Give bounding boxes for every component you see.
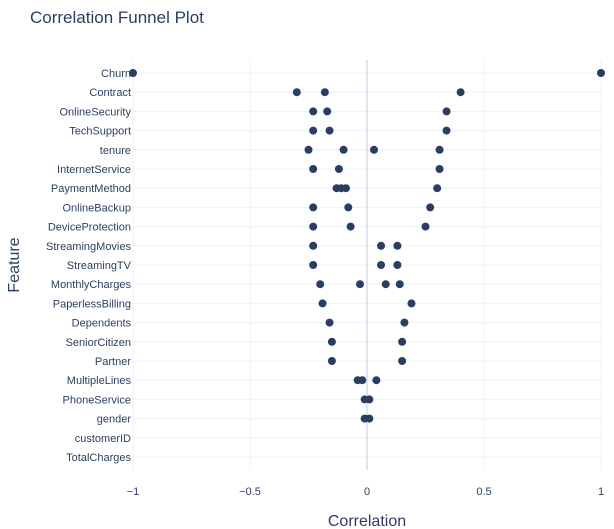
- point-paperlessbilling-0: [318, 299, 327, 308]
- point-streamingtv-1: [377, 261, 386, 269]
- plot-grid: [132, 60, 602, 470]
- point-tenure-1: [339, 145, 348, 154]
- point-churn-0: [129, 69, 137, 77]
- point-churn-1: [597, 69, 605, 77]
- point-contract-2: [456, 88, 465, 97]
- point-multiplelines-1: [358, 376, 367, 385]
- chart-title: Correlation Funnel Plot: [30, 8, 204, 27]
- y-tick-onlinebackup: OnlineBackup: [63, 202, 132, 214]
- x-tick-0-5: 0.5: [476, 486, 491, 498]
- y-tick-contract: Contract: [89, 87, 131, 99]
- y-tick-streamingmovies: StreamingMovies: [46, 241, 131, 253]
- point-gender-1: [365, 414, 374, 423]
- point-streamingmovies-2: [393, 241, 402, 250]
- point-monthlycharges-2: [381, 280, 390, 289]
- point-internetservice-2: [435, 165, 444, 173]
- point-paymentmethod-2: [341, 184, 350, 193]
- point-internetservice-0: [309, 165, 318, 173]
- point-monthlycharges-1: [355, 280, 364, 289]
- point-onlinebackup-0: [309, 203, 318, 212]
- y-tick-streamingtv: StreamingTV: [67, 260, 132, 272]
- point-contract-1: [320, 88, 329, 97]
- point-contract-0: [292, 88, 301, 97]
- y-tick-paperlessbilling: PaperlessBilling: [53, 298, 131, 310]
- point-onlinebackup-2: [426, 203, 435, 212]
- point-deviceprotection-0: [309, 222, 318, 231]
- point-paperlessbilling-1: [407, 299, 416, 308]
- y-tick-churn: Churn: [101, 68, 131, 80]
- point-onlinesecurity-2: [442, 107, 451, 116]
- point-streamingmovies-0: [309, 241, 318, 250]
- y-tick-deviceprotection: DeviceProtection: [48, 222, 131, 234]
- point-partner-1: [398, 357, 407, 365]
- point-monthlycharges-0: [316, 280, 325, 289]
- x-tick-0: 0: [364, 486, 370, 498]
- point-techsupport-2: [442, 126, 451, 135]
- x-tick--1: −1: [127, 486, 140, 498]
- point-partner-0: [327, 357, 336, 365]
- y-tick-techsupport: TechSupport: [69, 126, 131, 138]
- point-multiplelines-2: [372, 376, 381, 385]
- point-dependents-0: [325, 318, 334, 327]
- point-onlinebackup-1: [344, 203, 353, 212]
- point-streamingtv-0: [309, 261, 318, 269]
- point-tenure-0: [304, 145, 313, 154]
- point-tenure-2: [370, 145, 379, 154]
- point-deviceprotection-1: [346, 222, 355, 231]
- y-axis-title: Feature: [6, 237, 23, 292]
- point-tenure-3: [435, 145, 444, 154]
- y-tick-tenure: tenure: [100, 145, 131, 157]
- x-tick-1: 1: [598, 486, 604, 498]
- point-streamingmovies-1: [377, 241, 386, 250]
- point-phoneservice-1: [365, 395, 374, 404]
- x-axis-title: Correlation: [328, 513, 406, 529]
- y-tick-multiplelines: MultipleLines: [67, 375, 132, 387]
- y-tick-phoneservice: PhoneService: [63, 394, 132, 406]
- y-tick-internetservice: InternetService: [57, 164, 131, 176]
- point-internetservice-1: [334, 165, 343, 173]
- point-dependents-1: [400, 318, 409, 327]
- y-tick-customerid: customerID: [75, 433, 131, 445]
- point-monthlycharges-3: [395, 280, 404, 289]
- point-techsupport-0: [309, 126, 318, 135]
- point-seniorcitizen-0: [327, 337, 336, 346]
- y-tick-totalcharges: TotalCharges: [66, 452, 131, 464]
- x-tick--0-5: −0.5: [239, 486, 261, 498]
- data-points: [129, 69, 605, 423]
- y-tick-partner: Partner: [95, 356, 131, 368]
- y-tick-onlinesecurity: OnlineSecurity: [59, 106, 131, 118]
- y-tick-labels: Churn Contract OnlineSecurity TechSupport te…: [46, 68, 132, 464]
- x-tick-labels: −1 −0.5 0 0.5 1: [127, 486, 604, 498]
- y-tick-monthlycharges: MonthlyCharges: [51, 279, 132, 291]
- y-tick-paymentmethod: PaymentMethod: [51, 183, 131, 195]
- point-deviceprotection-2: [421, 222, 430, 231]
- point-paymentmethod-3: [433, 184, 442, 193]
- y-tick-seniorcitizen: SeniorCitizen: [66, 337, 131, 349]
- point-onlinesecurity-0: [309, 107, 318, 116]
- y-tick-dependents: Dependents: [72, 318, 132, 330]
- point-streamingtv-2: [393, 261, 402, 269]
- point-seniorcitizen-1: [398, 337, 407, 346]
- point-techsupport-1: [325, 126, 334, 135]
- y-tick-gender: gender: [97, 414, 132, 426]
- point-onlinesecurity-1: [323, 107, 332, 116]
